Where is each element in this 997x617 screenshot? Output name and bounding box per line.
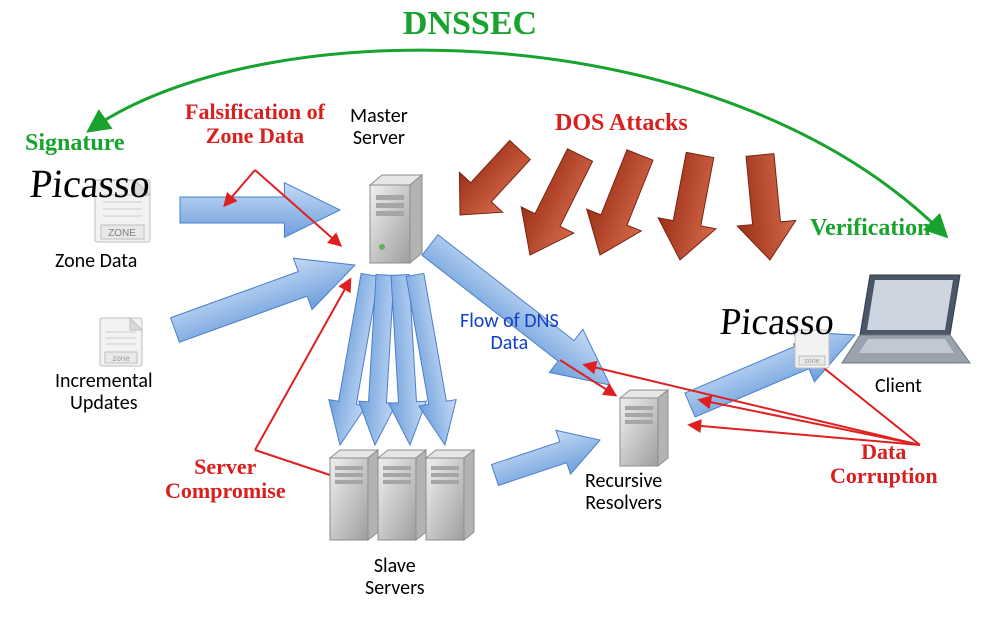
zone-badge-2: zone [112,354,130,363]
signature-zone-data: Picasso [28,160,152,207]
recursive-resolvers-icon [620,390,668,466]
dos-arrow-3 [651,149,729,265]
label-slave-servers: Slave Servers [365,555,425,599]
zone-badge: ZONE [108,228,136,239]
title-dnssec: DNSSEC [360,5,580,42]
signature-recursive: Picasso [718,300,836,344]
master-server-icon [370,175,422,263]
incremental-updates-icon: zone [100,318,142,366]
annot-data-corruption: Data Corruption [830,440,938,488]
dos-arrows-group [438,130,799,268]
zone-badge-3: zone [804,358,819,365]
dnssec-diagram: ZONE zone [0,0,997,617]
annot-server-compromise: Server Compromise [165,455,286,503]
flow-arrow-zone-to-master [180,183,340,238]
label-zone-data: Zone Data [55,250,137,272]
label-master-server: Master Server [350,105,408,149]
annot-signature: Signature [25,130,125,156]
annot-dos-attacks: DOS Attacks [555,110,688,136]
flow-arrow-updates-to-master [166,239,365,355]
annot-verification: Verification [810,215,930,241]
slave-servers-icon [330,450,474,540]
label-client: Client [875,375,922,397]
annot-flow-of-dns: Flow of DNS Data [460,310,559,354]
label-incremental-updates: Incremental Updates [55,370,153,414]
annot-falsification: Falsification of Zone Data [185,100,325,148]
label-recursive-resolvers: Recursive Resolvers [585,470,662,514]
dos-arrow-4 [731,152,800,263]
client-laptop-icon [842,275,970,363]
